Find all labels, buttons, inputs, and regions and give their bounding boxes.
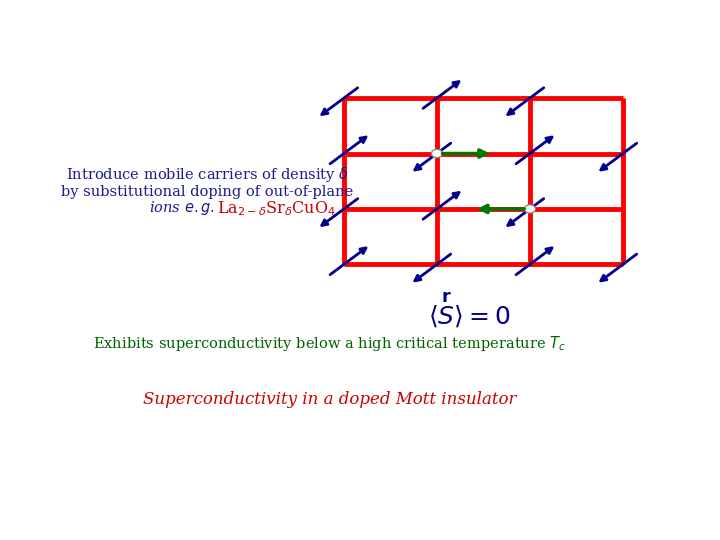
Circle shape xyxy=(524,205,536,213)
Text: Introduce mobile carriers of density $\delta$: Introduce mobile carriers of density $\d… xyxy=(66,165,348,185)
Text: Superconductivity in a doped Mott insulator: Superconductivity in a doped Mott insula… xyxy=(143,391,517,408)
Text: by substitutional doping of out-of-plane: by substitutional doping of out-of-plane xyxy=(61,185,354,199)
Text: Exhibits superconductivity below a high critical temperature $T_c$: Exhibits superconductivity below a high … xyxy=(94,334,567,353)
Text: La$_{2-\delta}$Sr$_{\delta}$CuO$_4$: La$_{2-\delta}$Sr$_{\delta}$CuO$_4$ xyxy=(217,199,336,218)
Text: $\langle \overset{\mathbf{r}}{S} \rangle = 0$: $\langle \overset{\mathbf{r}}{S} \rangle… xyxy=(428,290,510,330)
Circle shape xyxy=(431,150,443,158)
Text: ions $e.g.$: ions $e.g.$ xyxy=(148,199,215,217)
